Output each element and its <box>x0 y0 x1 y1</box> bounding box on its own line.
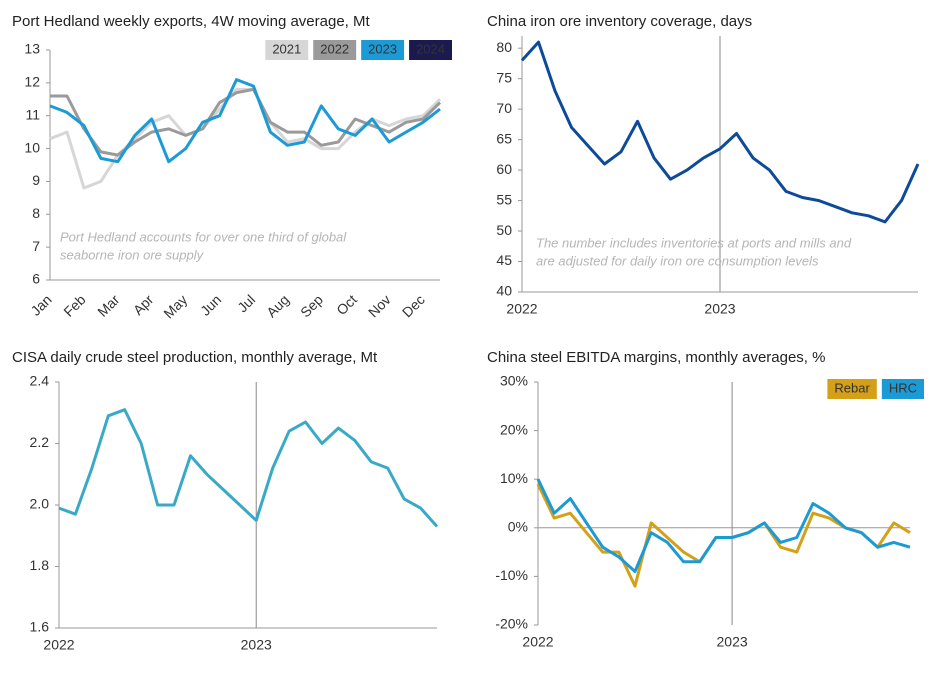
x-tick-label: Oct <box>333 291 360 318</box>
y-tick-label: 12 <box>24 74 40 90</box>
legend-label: HRC <box>889 380 917 395</box>
y-tick-label: 65 <box>496 130 512 146</box>
legend-swatch <box>313 40 357 60</box>
y-tick-label: 13 <box>24 41 40 57</box>
legend-swatch <box>361 40 405 60</box>
x-tick-label: 2023 <box>241 637 272 653</box>
x-tick-label: Jun <box>197 291 224 318</box>
annotation: seaborne iron ore supply <box>60 247 205 262</box>
series-line <box>58 408 439 528</box>
y-tick-label: 60 <box>496 161 512 177</box>
chart-panel: CISA daily crude steel production, month… <box>12 349 439 653</box>
chart-title: China steel EBITDA margins, monthly aver… <box>487 349 825 366</box>
y-tick-label: 6 <box>32 271 40 287</box>
y-tick-label: 0% <box>508 519 528 535</box>
series-line <box>536 478 911 573</box>
y-tick-label: 40 <box>496 283 512 299</box>
annotation: The number includes inventories at ports… <box>536 235 852 250</box>
y-tick-label: -20% <box>495 616 528 632</box>
annotation: are adjusted for daily iron ore consumpt… <box>536 253 819 268</box>
legend-label: 2023 <box>368 41 397 56</box>
legend-swatch <box>265 40 309 60</box>
y-tick-label: 10% <box>500 470 528 486</box>
legend-swatch <box>881 379 924 399</box>
chart-title: China iron ore inventory coverage, days <box>487 13 752 30</box>
x-tick-label: Dec <box>399 291 428 320</box>
x-tick-label: Mar <box>94 291 123 320</box>
series-line <box>50 87 442 157</box>
x-tick-label: 2022 <box>522 634 553 650</box>
y-tick-label: 45 <box>496 252 512 268</box>
y-tick-label: 50 <box>496 222 512 238</box>
y-tick-label: 55 <box>496 191 512 207</box>
y-tick-label: 11 <box>25 106 40 122</box>
chart-title: Port Hedland weekly exports, 4W moving a… <box>12 13 370 30</box>
legend-label: 2021 <box>272 41 301 56</box>
y-tick-label: 75 <box>496 69 512 85</box>
x-tick-label: 2022 <box>506 301 537 317</box>
y-tick-label: 70 <box>496 100 512 116</box>
y-tick-label: 2.2 <box>30 434 50 450</box>
y-tick-label: 20% <box>500 421 528 437</box>
x-tick-label: Sep <box>297 291 326 320</box>
chart-panel: Port Hedland weekly exports, 4W moving a… <box>12 13 452 321</box>
x-tick-label: 2023 <box>717 634 748 650</box>
y-tick-label: 2.4 <box>30 373 50 389</box>
legend-label: 2024 <box>416 41 445 56</box>
y-tick-label: 9 <box>32 172 40 188</box>
legend-label: 2022 <box>320 41 349 56</box>
series-line <box>520 40 920 224</box>
y-tick-label: 30% <box>500 373 528 389</box>
y-tick-label: 1.6 <box>30 619 50 635</box>
y-tick-label: 2.0 <box>30 496 50 512</box>
chart-panel: China iron ore inventory coverage, days 4… <box>487 13 920 317</box>
y-tick-label: 8 <box>32 205 40 221</box>
legend-swatch <box>409 40 452 60</box>
series-line <box>49 78 441 164</box>
legend-label: Rebar <box>834 380 870 395</box>
chart-title: CISA daily crude steel production, month… <box>12 349 378 366</box>
chart-panel: China steel EBITDA margins, monthly aver… <box>487 349 924 650</box>
x-tick-label: Jan <box>27 291 54 318</box>
x-tick-label: May <box>160 291 190 321</box>
series-line <box>49 87 442 190</box>
x-tick-label: Feb <box>60 291 89 320</box>
annotation: Port Hedland accounts for over one third… <box>60 229 347 244</box>
x-tick-label: 2022 <box>43 637 74 653</box>
y-tick-label: 7 <box>32 238 40 254</box>
y-tick-label: 80 <box>496 39 512 55</box>
y-tick-label: 1.8 <box>30 557 50 573</box>
x-tick-label: Nov <box>365 291 394 320</box>
y-tick-label: -10% <box>495 567 528 583</box>
x-tick-label: Jul <box>234 291 258 315</box>
legend-swatch <box>827 379 877 399</box>
x-tick-label: 2023 <box>704 301 735 317</box>
y-tick-label: 10 <box>24 139 40 155</box>
x-tick-label: Aug <box>263 291 292 320</box>
x-tick-label: Apr <box>130 291 157 318</box>
